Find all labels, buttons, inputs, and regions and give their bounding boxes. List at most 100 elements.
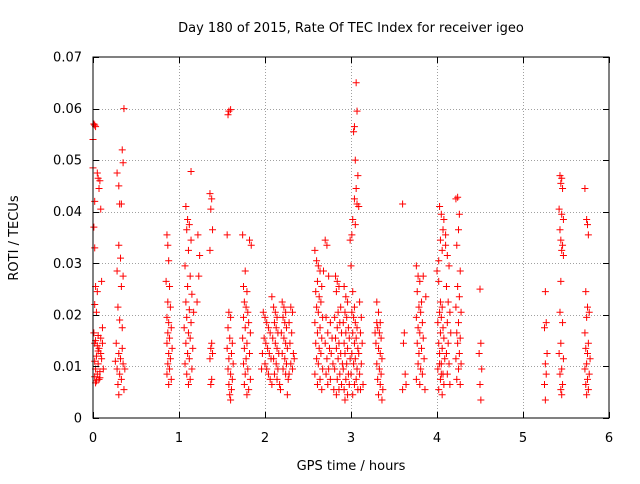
data-point — [445, 262, 453, 270]
data-point — [455, 319, 462, 327]
data-point — [207, 380, 215, 388]
data-point — [557, 339, 565, 347]
data-point — [379, 386, 387, 394]
data-point — [187, 236, 195, 244]
data-point — [581, 185, 589, 193]
data-point — [118, 324, 126, 332]
data-point — [117, 200, 125, 208]
data-point — [350, 128, 358, 136]
data-point — [223, 231, 231, 239]
data-point — [181, 360, 189, 368]
data-point — [98, 277, 106, 285]
data-point — [350, 123, 358, 131]
data-point — [376, 380, 384, 388]
data-point — [279, 365, 287, 373]
data-point — [312, 339, 320, 347]
data-point — [443, 252, 451, 260]
data-point — [350, 313, 358, 321]
data-point — [324, 329, 332, 337]
data-point — [557, 277, 565, 285]
data-point — [270, 370, 278, 378]
data-point — [195, 272, 203, 280]
data-point — [120, 105, 128, 113]
data-point — [315, 293, 323, 301]
data-point — [315, 344, 323, 352]
data-point — [350, 303, 358, 311]
data-point — [322, 370, 330, 378]
data-point — [456, 380, 464, 388]
data-point — [164, 360, 172, 368]
data-point — [356, 298, 364, 306]
data-point — [193, 298, 201, 306]
data-point — [184, 329, 192, 337]
data-point — [412, 262, 420, 270]
data-point — [286, 339, 294, 347]
data-point — [194, 231, 202, 239]
data-point — [342, 375, 350, 383]
data-point — [276, 380, 284, 388]
data-point — [224, 365, 232, 373]
data-point — [331, 313, 339, 321]
data-point — [334, 308, 342, 316]
y-tick-label: 0.06 — [53, 102, 82, 117]
data-point — [241, 370, 249, 378]
data-point — [556, 308, 564, 316]
data-point — [354, 344, 362, 352]
data-point — [326, 375, 334, 383]
data-point — [247, 241, 255, 249]
data-point — [558, 210, 566, 218]
data-point — [206, 355, 214, 363]
data-point — [316, 375, 324, 383]
data-point — [186, 334, 194, 342]
data-point — [415, 350, 423, 358]
data-point — [443, 319, 451, 327]
data-point — [349, 288, 357, 296]
data-point — [559, 185, 567, 193]
data-point — [184, 246, 192, 254]
y-tick-label: 0.07 — [53, 51, 82, 66]
x-tick-label: 4 — [433, 431, 441, 446]
data-point — [90, 329, 98, 337]
data-point — [260, 334, 268, 342]
data-point — [378, 355, 386, 363]
x-tick-label: 6 — [605, 431, 613, 446]
data-point — [436, 350, 444, 358]
data-point — [444, 339, 452, 347]
data-point — [163, 339, 171, 347]
data-point — [223, 344, 231, 352]
data-point — [419, 272, 427, 280]
data-point — [240, 380, 248, 388]
data-point — [318, 386, 326, 394]
data-point — [352, 375, 360, 383]
data-point — [584, 339, 592, 347]
data-point — [224, 324, 232, 332]
data-point — [321, 339, 329, 347]
data-point — [278, 350, 286, 358]
data-point — [559, 241, 567, 249]
data-point — [93, 288, 101, 296]
data-point — [399, 386, 407, 394]
data-point — [283, 391, 291, 399]
data-point — [455, 293, 463, 301]
data-point — [413, 339, 421, 347]
data-point — [120, 386, 128, 394]
data-point — [422, 293, 430, 301]
data-point — [442, 231, 450, 239]
data-point — [114, 380, 122, 388]
data-point — [285, 319, 293, 327]
data-point — [327, 350, 335, 358]
data-point — [452, 303, 460, 311]
data-point — [456, 334, 464, 342]
data-point — [333, 277, 341, 285]
data-point — [311, 246, 319, 254]
data-point — [435, 386, 443, 394]
axis-ticks — [93, 57, 610, 419]
data-point — [314, 262, 322, 270]
data-point — [270, 355, 278, 363]
data-point — [166, 282, 174, 290]
data-point — [347, 370, 355, 378]
y-tick-label: 0.05 — [53, 154, 82, 169]
data-point — [420, 355, 428, 363]
data-point — [455, 210, 463, 218]
data-point — [279, 313, 287, 321]
